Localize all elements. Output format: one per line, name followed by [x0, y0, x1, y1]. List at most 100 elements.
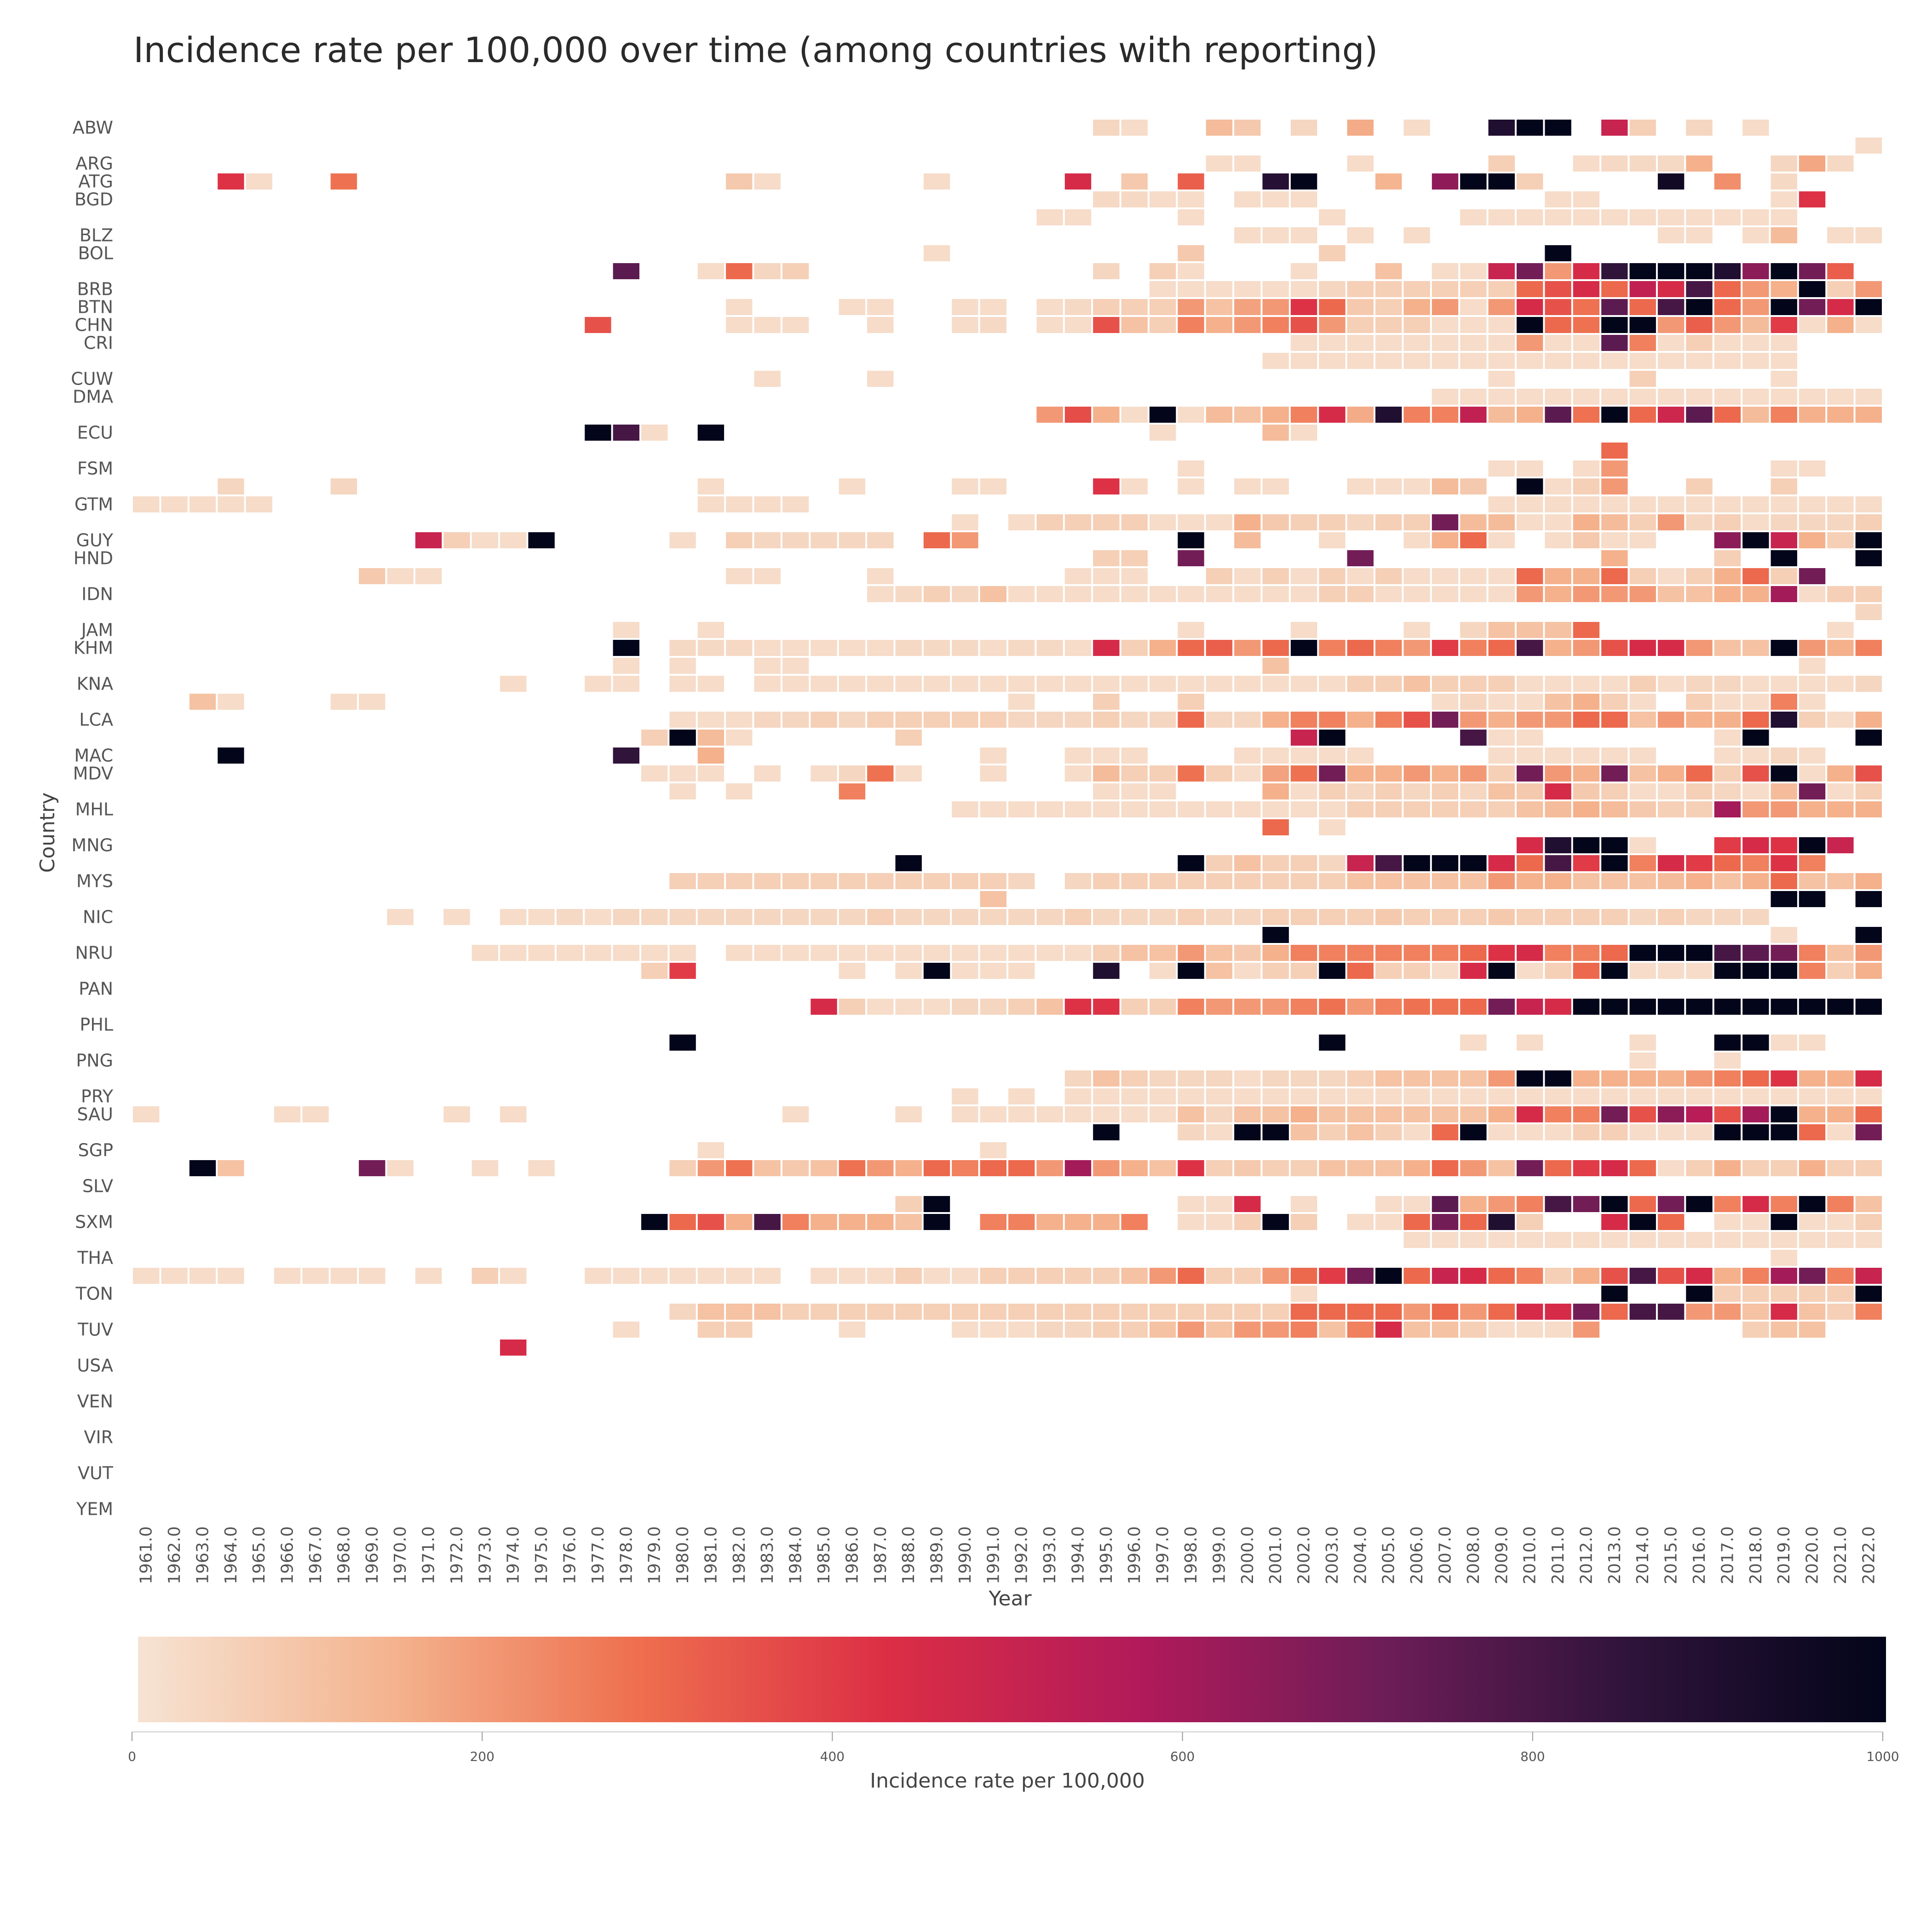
- heatmap-cell: [1206, 855, 1233, 871]
- heatmap-cell: [1573, 514, 1600, 530]
- heatmap-cell: [1629, 837, 1656, 853]
- heatmap-cell: [1488, 640, 1515, 656]
- x-tick-label: 2005.0: [1380, 1526, 1398, 1584]
- heatmap-cell: [1008, 586, 1035, 602]
- heatmap-cell: [1573, 783, 1600, 799]
- heatmap-cell: [1064, 1088, 1092, 1104]
- heatmap-cell: [1629, 748, 1656, 764]
- heatmap-cell: [1573, 317, 1600, 333]
- heatmap-cell: [1262, 425, 1289, 441]
- heatmap-cell: [1064, 873, 1092, 889]
- heatmap-cell: [1629, 371, 1656, 387]
- heatmap-cell: [1573, 568, 1600, 584]
- heatmap-cell: [189, 1160, 216, 1176]
- heatmap-cell: [585, 945, 611, 961]
- heatmap-cell: [1121, 909, 1148, 925]
- heatmap-cell: [1771, 532, 1797, 548]
- heatmap-cell: [1714, 317, 1741, 333]
- heatmap-cell: [1517, 496, 1543, 512]
- heatmap-cell: [1403, 407, 1430, 423]
- heatmap-cell: [1629, 783, 1656, 799]
- heatmap-cell: [669, 676, 696, 692]
- heatmap-cell: [1742, 837, 1769, 853]
- heatmap-cell: [1432, 353, 1459, 369]
- heatmap-cell: [1827, 1088, 1854, 1104]
- heatmap-cell: [726, 568, 753, 584]
- heatmap-cell: [1290, 317, 1317, 333]
- heatmap-cell: [1149, 999, 1176, 1015]
- heatmap-cell: [1545, 837, 1571, 853]
- heatmap-cell: [302, 1268, 329, 1284]
- x-tick-label: 1976.0: [561, 1526, 580, 1584]
- y-tick-label: CUW: [71, 369, 113, 389]
- heatmap-cell: [1517, 712, 1543, 728]
- x-tick-label: 1984.0: [787, 1526, 805, 1584]
- heatmap-cell: [1178, 1268, 1204, 1284]
- heatmap-cell: [1657, 1070, 1685, 1087]
- heatmap-cell: [1714, 263, 1741, 279]
- heatmap-cell: [697, 1322, 724, 1338]
- heatmap-cell: [1178, 999, 1204, 1015]
- heatmap-cell: [1403, 335, 1430, 351]
- heatmap-cell: [867, 371, 894, 387]
- heatmap-cell: [952, 640, 978, 656]
- y-tick-label: MHL: [75, 799, 113, 820]
- x-tick-label: 1974.0: [504, 1526, 523, 1584]
- heatmap-cell: [415, 568, 442, 584]
- heatmap-cell: [1121, 568, 1148, 584]
- heatmap-cell: [1771, 1304, 1797, 1320]
- heatmap-cell: [1771, 1124, 1797, 1140]
- heatmap-cell: [585, 676, 611, 692]
- heatmap-cell: [1178, 263, 1204, 279]
- heatmap-cell: [1799, 299, 1826, 315]
- heatmap-cell: [1855, 801, 1882, 817]
- heatmap-cell: [811, 909, 837, 925]
- heatmap-cell: [754, 496, 781, 512]
- heatmap-cell: [1008, 909, 1035, 925]
- heatmap-cell: [1319, 748, 1346, 764]
- heatmap-cell: [1121, 1322, 1148, 1338]
- heatmap-cell: [1036, 999, 1063, 1015]
- heatmap-cell: [1206, 1106, 1233, 1122]
- heatmap-cell: [246, 173, 272, 190]
- heatmap-cell: [1855, 873, 1882, 889]
- heatmap-cell: [1093, 1214, 1120, 1230]
- heatmap-cell: [1093, 963, 1120, 979]
- heatmap-cell: [1488, 730, 1515, 746]
- heatmap-cell: [1517, 389, 1543, 405]
- heatmap-cell: [1290, 1160, 1317, 1176]
- heatmap-cell: [1178, 1304, 1204, 1320]
- heatmap-cell: [1488, 120, 1515, 136]
- heatmap-cell: [1686, 155, 1713, 172]
- heatmap-cell: [1771, 155, 1797, 172]
- heatmap-cell: [1629, 765, 1656, 782]
- heatmap-cell: [1629, 945, 1656, 961]
- heatmap-cell: [1375, 353, 1402, 369]
- heatmap-cell: [1799, 281, 1826, 297]
- heatmap-cell: [1036, 514, 1063, 530]
- heatmap-cell: [1178, 173, 1204, 190]
- heatmap-cell: [1290, 1070, 1317, 1087]
- heatmap-cell: [1629, 873, 1656, 889]
- heatmap-cell: [1545, 299, 1571, 315]
- heatmap-cell: [1742, 1322, 1769, 1338]
- heatmap-cell: [218, 173, 244, 190]
- heatmap-cell: [1234, 1268, 1261, 1284]
- heatmap-cell: [1601, 1124, 1628, 1140]
- heatmap-cell: [669, 783, 696, 799]
- heatmap-cell: [1545, 873, 1571, 889]
- heatmap-cell: [218, 748, 244, 764]
- heatmap-cell: [1093, 801, 1120, 817]
- heatmap-cell: [1827, 1106, 1854, 1122]
- heatmap-cell: [1262, 765, 1289, 782]
- heatmap-cell: [1488, 1304, 1515, 1320]
- x-tick-label: 1972.0: [448, 1526, 466, 1584]
- heatmap-cell: [1375, 1304, 1402, 1320]
- heatmap-cell: [443, 532, 470, 548]
- heatmap-cell: [1460, 335, 1487, 351]
- heatmap-cell: [1601, 568, 1628, 584]
- heatmap-cell: [895, 730, 922, 746]
- heatmap-cell: [669, 873, 696, 889]
- heatmap-cell: [1686, 586, 1713, 602]
- heatmap-cell: [1771, 460, 1797, 477]
